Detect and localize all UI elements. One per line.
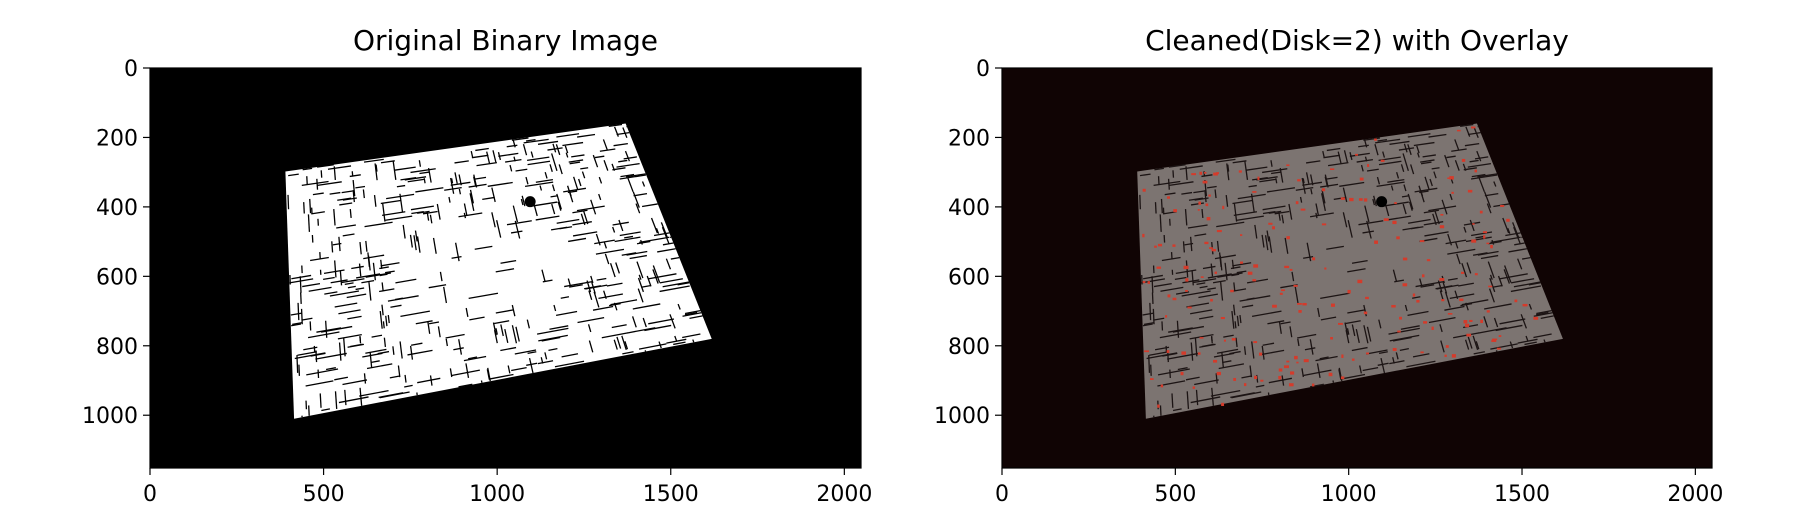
x-tick-label: 0	[143, 482, 157, 507]
right-axes: 0 500 1000 1500 2000 0 200 400 600 800 1000 Cleaned…	[934, 24, 1723, 507]
x-tick-label: 2000	[1667, 482, 1723, 507]
y-tick-label: 0	[976, 57, 990, 82]
axes-frame	[149, 67, 862, 469]
y-tick-label: 200	[948, 126, 990, 151]
map-lines	[287, 123, 703, 418]
landmark-dot	[1376, 196, 1388, 208]
x-tick-label: 1000	[1321, 482, 1377, 507]
axes-frame	[1001, 67, 1713, 469]
overlay-marks	[1142, 126, 1539, 408]
x-tick-label: 1000	[469, 482, 525, 507]
y-tick-label: 400	[948, 196, 990, 221]
y-tick-label: 600	[96, 265, 138, 290]
y-tick-label: 0	[124, 57, 138, 82]
x-tick-label: 1500	[643, 482, 699, 507]
x-tick-label: 0	[995, 482, 1009, 507]
chart-title: Cleaned(Disk=2) with Overlay	[1145, 24, 1569, 57]
y-tick-label: 200	[96, 126, 138, 151]
x-tick-label: 500	[303, 482, 345, 507]
y-tick-label: 600	[948, 265, 990, 290]
image-content	[1137, 123, 1563, 419]
y-tick-label: 1000	[934, 404, 990, 429]
y-tick-label: 400	[96, 196, 138, 221]
x-tick-label: 2000	[816, 482, 872, 507]
landmark-dot	[524, 196, 536, 208]
left-axes: 0 500 1000 1500 2000 0 200 400 600 800 1000 Origina…	[82, 24, 872, 507]
x-tick-label: 1500	[1494, 482, 1550, 507]
y-tick-label: 800	[96, 335, 138, 360]
y-tick-label: 1000	[82, 404, 138, 429]
map-lines	[1139, 123, 1554, 418]
y-tick-label: 800	[948, 335, 990, 360]
image-content	[285, 123, 712, 419]
chart-title: Original Binary Image	[353, 24, 658, 57]
x-tick-label: 500	[1154, 482, 1196, 507]
